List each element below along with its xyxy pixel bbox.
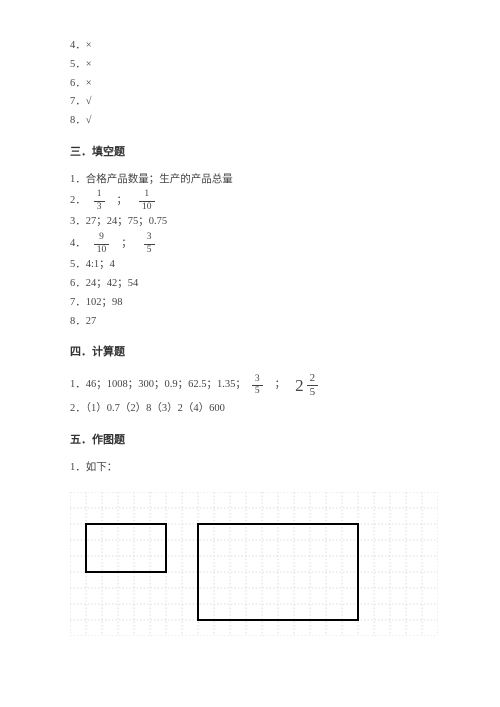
grid-figure xyxy=(70,492,452,636)
fill-q2-frac2: 1 10 xyxy=(139,190,155,212)
fill-q7: 7．102；98 xyxy=(70,295,452,312)
calc-q1-mixed: 2 2 5 xyxy=(295,372,320,399)
section-fill-title: 三．填空题 xyxy=(70,144,452,162)
fill-q2-frac1-num: 1 xyxy=(94,190,105,202)
section-draw-title: 五．作图题 xyxy=(70,432,452,450)
fill-q2-label: 2． xyxy=(70,193,86,210)
tf-item-6: 6．× xyxy=(70,76,452,93)
calc-q1-frac1-den: 5 xyxy=(252,386,263,397)
fill-q2-sep: ； xyxy=(117,193,128,210)
fill-q1: 1．合格产品数量；生产的产品总量 xyxy=(70,172,452,189)
calc-q1-frac1: 3 5 xyxy=(252,375,263,397)
fill-q4-frac1-num: 9 xyxy=(94,233,110,245)
fill-q3: 3．27；24；75；0.75 xyxy=(70,214,452,231)
fill-q4-frac1: 9 10 xyxy=(94,233,110,255)
tf-item-4: 4．× xyxy=(70,38,452,55)
fill-q4: 4． 9 10 ； 3 5 xyxy=(70,233,452,255)
section-calc-title: 四．计算题 xyxy=(70,344,452,362)
fill-q4-frac2-num: 3 xyxy=(144,233,155,245)
tf-item-8: 8．√ xyxy=(70,113,452,130)
fill-q2-frac1: 1 3 xyxy=(94,190,105,212)
grid-svg xyxy=(70,492,438,636)
tf-item-5: 5．× xyxy=(70,57,452,74)
fill-q2-frac2-den: 10 xyxy=(139,202,155,213)
fill-q2-frac1-den: 3 xyxy=(94,202,105,213)
calc-q1: 1．46；1008；300；0.9；62.5；1.35； 3 5 ； 2 2 5 xyxy=(70,372,452,399)
fill-q4-frac1-den: 10 xyxy=(94,245,110,256)
fill-q4-frac2: 3 5 xyxy=(144,233,155,255)
calc-q1-frac1-num: 3 xyxy=(252,375,263,387)
fill-q5: 5．4:1；4 xyxy=(70,257,452,274)
calc-q1-sep: ； xyxy=(275,377,286,394)
fill-q8: 8．27 xyxy=(70,314,452,331)
calc-q1-mixed-frac: 2 5 xyxy=(307,373,319,398)
tf-item-7: 7．√ xyxy=(70,94,452,111)
fill-q4-label: 4． xyxy=(70,236,86,253)
draw-q1: 1．如下： xyxy=(70,460,452,477)
calc-q2: 2．（1）0.7（2）8（3）2（4）600 xyxy=(70,401,452,418)
fill-q2-frac2-num: 1 xyxy=(139,190,155,202)
fill-q2: 2． 1 3 ； 1 10 xyxy=(70,190,452,212)
fill-q6: 6．24；42；54 xyxy=(70,276,452,293)
calc-q1-mixed-den: 5 xyxy=(307,386,319,398)
calc-q1-text: 1．46；1008；300；0.9；62.5；1.35； xyxy=(70,377,246,394)
fill-q4-frac2-den: 5 xyxy=(144,245,155,256)
calc-q1-mixed-whole: 2 xyxy=(295,372,304,399)
fill-q4-sep: ； xyxy=(121,236,132,253)
calc-q1-mixed-num: 2 xyxy=(307,373,319,386)
